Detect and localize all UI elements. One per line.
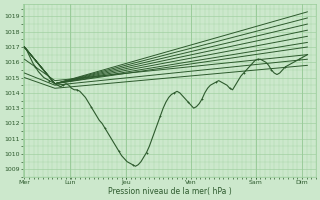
X-axis label: Pression niveau de la mer( hPa ): Pression niveau de la mer( hPa )	[108, 187, 231, 196]
